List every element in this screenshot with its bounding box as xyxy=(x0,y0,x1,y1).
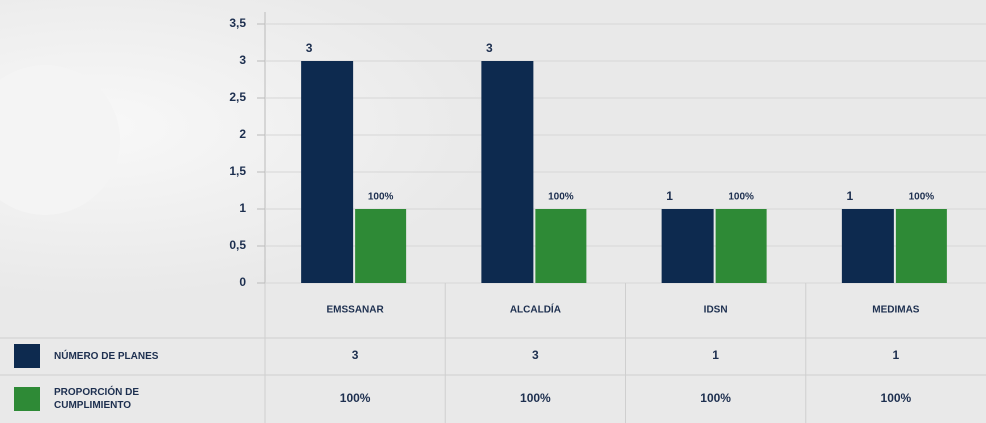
x-tick-label: ALCALDÍA xyxy=(510,303,561,316)
bar xyxy=(301,61,354,283)
data-label: 1 xyxy=(847,189,854,203)
table-cell: 100% xyxy=(520,391,551,405)
y-tick-label: 3 xyxy=(239,53,246,67)
decoration xyxy=(0,65,120,215)
data-label: 100% xyxy=(368,192,394,203)
data-label: 100% xyxy=(548,192,574,203)
bar xyxy=(895,209,947,283)
table-cell: 3 xyxy=(352,348,359,362)
legend-label-box: NÚMERO DE PLANES xyxy=(54,351,159,362)
y-tick-label: 2,5 xyxy=(229,90,246,104)
data-label: 3 xyxy=(486,41,493,55)
table-cell: 3 xyxy=(532,348,539,362)
x-tick-label: EMSSANAR xyxy=(327,305,385,316)
table-grid xyxy=(0,283,986,423)
legend-label: PROPORCIÓN DE CUMPLIMIENTO xyxy=(54,387,140,411)
y-tick-label: 2 xyxy=(239,127,246,141)
legend-swatch xyxy=(14,387,40,411)
table-cell: 100% xyxy=(700,391,731,405)
y-tick-label: 1 xyxy=(239,201,246,215)
data-label: 100% xyxy=(728,192,754,203)
table-cell: 100% xyxy=(340,391,371,405)
data-label: 100% xyxy=(909,192,935,203)
bar xyxy=(715,209,767,283)
legend-label: NÚMERO DE PLANES xyxy=(54,351,159,362)
legend-swatch xyxy=(14,344,40,368)
y-tick-label: 1,5 xyxy=(229,164,246,178)
y-tick-label: 0,5 xyxy=(229,238,246,252)
bar xyxy=(355,209,407,283)
table-cell: 1 xyxy=(893,348,900,362)
data-label: 1 xyxy=(666,189,673,203)
bar xyxy=(841,209,894,283)
table-cell: 100% xyxy=(881,391,912,405)
x-tick-label: MEDIMAS xyxy=(872,305,920,316)
bar xyxy=(661,209,714,283)
bar xyxy=(481,61,534,283)
x-tick-label: IDSN xyxy=(704,305,728,316)
bar xyxy=(535,209,587,283)
data-label: 3 xyxy=(306,41,313,55)
y-tick-label: 0 xyxy=(239,275,246,289)
legend-label-box: PROPORCIÓN DE CUMPLIMIENTO xyxy=(54,387,140,411)
y-tick-label: 3,5 xyxy=(229,16,246,30)
table-cell: 1 xyxy=(712,348,719,362)
